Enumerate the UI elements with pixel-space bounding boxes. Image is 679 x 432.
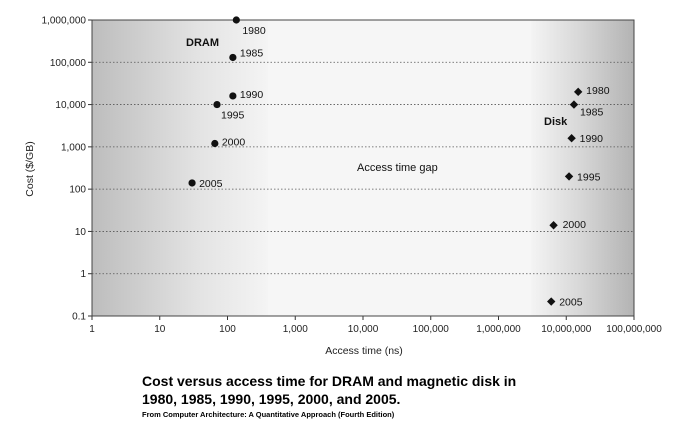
- disk-point: [569, 100, 579, 109]
- dram-region-label: DRAM: [186, 37, 219, 49]
- dram-point: [211, 139, 219, 148]
- disk-point: [573, 87, 583, 97]
- disk-point: [549, 221, 558, 230]
- y-tick-label: 0.1: [72, 312, 86, 323]
- x-tick-label: 1,000,000: [476, 324, 521, 335]
- point-label: 1980: [242, 25, 266, 37]
- gridlines: [92, 61, 634, 275]
- dram-point: [213, 100, 221, 109]
- plot-frame: [91, 19, 635, 317]
- disk-region-label: Disk: [544, 116, 568, 128]
- dram-point: [229, 53, 237, 62]
- point-label: 1995: [577, 171, 601, 183]
- x-tick-label: 100: [219, 324, 236, 335]
- dram-point: [188, 179, 196, 187]
- plot-background: [92, 20, 634, 316]
- x-tick-label: 10,000: [348, 324, 379, 335]
- point-label: 2000: [222, 137, 246, 149]
- x-tick-label: 10: [154, 324, 166, 335]
- disk-point: [564, 172, 574, 181]
- point-label: 2005: [199, 178, 223, 190]
- point-label: 1985: [240, 47, 264, 59]
- x-tick-label: 1,000: [283, 324, 308, 335]
- figure-caption: Cost versus access time for DRAM and mag…: [142, 372, 662, 419]
- x-tick-label: 100,000: [413, 324, 450, 335]
- y-tick-label: 1,000: [61, 142, 86, 153]
- y-axis-title: Cost ($/GB): [24, 141, 36, 196]
- point-label: 1990: [240, 89, 264, 101]
- x-tick-label: 1: [89, 324, 95, 335]
- data-points: 1980 1985 1990 1995 2000 2005 1980 1985 1990 1995…: [188, 16, 610, 309]
- chart-text: Access time (ns) Cost ($/GB) DRAM Disk A…: [24, 37, 568, 357]
- dram-point: [232, 16, 240, 24]
- disk-point: [567, 134, 576, 143]
- point-label: 1980: [586, 85, 610, 97]
- disk-region: [530, 20, 634, 316]
- caption-line-1: Cost versus access time for DRAM and mag…: [142, 373, 517, 389]
- point-label: 1985: [580, 107, 604, 119]
- y-tick-label: 1,000,000: [42, 16, 87, 27]
- x-axis-title: Access time (ns): [325, 345, 403, 357]
- point-label: 2000: [563, 219, 587, 231]
- caption-source: From Computer Architecture: A Quantitati…: [142, 410, 395, 419]
- y-tick-label: 100,000: [50, 58, 87, 69]
- y-tick-label: 10,000: [55, 100, 86, 111]
- access-gap-annotation: Access time gap: [357, 162, 438, 174]
- dram-point: [229, 92, 237, 100]
- y-tick-label: 10: [75, 227, 87, 238]
- point-label: 1995: [221, 110, 245, 122]
- disk-point: [547, 297, 556, 306]
- dram-region: [92, 20, 269, 316]
- x-tick-label: 10,000,000: [541, 324, 591, 335]
- point-label: 1990: [580, 133, 604, 145]
- y-tick-label: 1: [80, 269, 86, 280]
- caption-line-2: 1980, 1985, 1990, 1995, 2000, and 2005.: [142, 391, 401, 407]
- x-tick-label: 100,000,000: [606, 324, 662, 335]
- point-label: 2005: [559, 297, 583, 309]
- y-tick-label: 100: [69, 185, 86, 196]
